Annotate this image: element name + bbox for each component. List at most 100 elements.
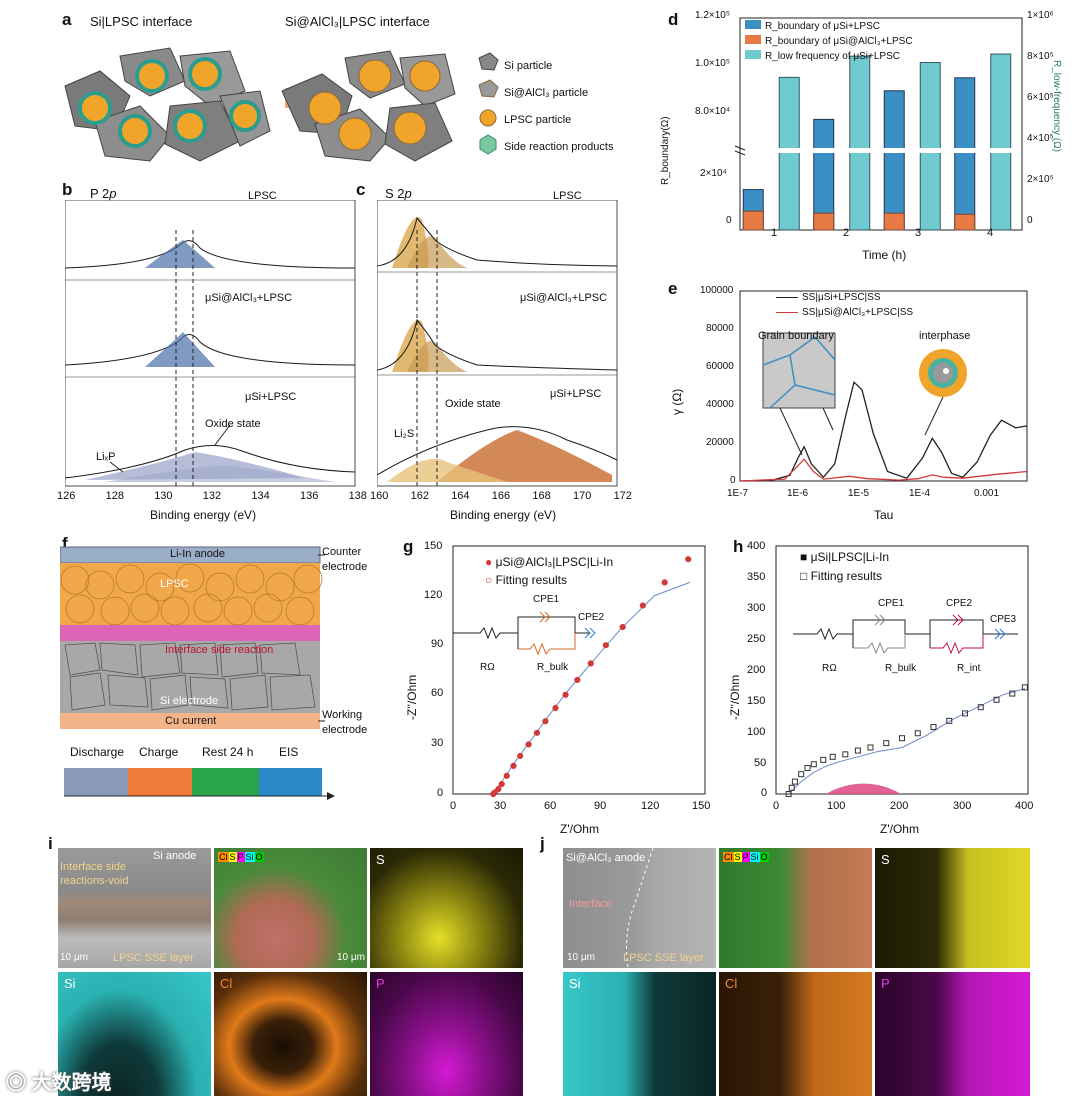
circuit-h-cpe3: CPE3 [990,614,1017,625]
eds-i-scale: 10 μm [337,952,365,963]
data-point [829,753,836,760]
panel-d-ytick-right: 4×10⁵ [1027,133,1054,144]
panel-e-inset-arrow-2 [822,407,834,431]
panel-label-a: a [62,10,72,29]
circuit-g-romega: RΩ [480,662,495,673]
panel-b-xlabel: Binding energy (eV) [150,508,257,522]
panel-h-xtick: 200 [890,800,909,812]
map-i-label-si: Si [64,976,76,991]
map-j-label-p: P [881,976,890,991]
eds-map-j-cl: Cl [719,972,872,1096]
panel-a-legend-icons [478,52,499,155]
data-point [587,660,594,667]
working-electrode-label: Working electrode [322,709,368,736]
legend-side-reaction: Side reaction products [504,141,614,153]
panel-d-ytick-left: 1.0×10⁵ [695,58,731,69]
map-i-label-s: S [376,852,385,867]
panel-g-xtick: 30 [494,800,507,812]
rest-block [192,768,259,796]
panel-d-xtick: 3 [915,227,922,239]
data-point [810,761,817,768]
circuit-h [793,619,1018,641]
panel-e-inset-label-interphase: interphase [919,330,971,342]
panel-c-plot [377,200,618,487]
panel-e-ytick: 0 [730,475,736,486]
panel-g-xtick: 120 [641,800,660,812]
panel-e-ytick: 40000 [706,399,734,410]
panel-b-xticks: 126 128 130 132 134 136 138 [57,490,367,502]
panel-c-xtick: 166 [491,490,511,502]
map-i-label-cl: Cl [220,976,233,991]
panel-e-ylabel: γ (Ω) [670,388,684,415]
layer-side-reaction: Interface side reaction [165,644,274,656]
panel-c-fit-1 [377,216,618,267]
panel-c-title: S 2p [385,186,412,201]
cu-current-layer [60,713,320,729]
bar-rboundary-si-alcl3 [883,212,905,231]
panel-h-ytick: 300 [747,602,766,614]
interphase-highlight-icon [943,368,949,374]
panel-d-frame [739,17,1023,231]
eds-map-j-p: P [875,972,1030,1096]
panel-e-ytick: 100000 [700,285,734,296]
panel-e-inset-arrow-3 [924,396,944,436]
legend-swatch-icon [745,20,761,29]
panel-g-xtick: 60 [544,800,557,812]
panel-g-xtick: 90 [594,800,607,812]
panel-e-xtick: 0.001 [974,488,1000,499]
map-j-label-cl: Cl [725,976,738,991]
panel-a-right-title: Si@AlCl₃|LPSC interface [285,14,430,29]
cpe2-g-icon [584,627,596,639]
panel-d-ytick-right: 6×10⁵ [1027,92,1054,103]
panel-d-ytick-left: 8.0×10⁴ [695,106,731,117]
overlay-key-j: Cl S P Si O [723,852,769,862]
data-point [552,704,559,712]
panel-c-xtick: 162 [410,490,429,502]
panel-d-ytick-left: 1.2×10⁵ [695,10,731,21]
step-rest: Rest 24 h [202,745,254,759]
cell-schematic [60,546,325,729]
panel-e-inset-label-grain: Grain boundary [758,330,834,342]
cpe3-h-icon [994,628,1006,640]
panel-g-ytick: 90 [431,638,444,650]
panel-h-legend-1: ■ μSi|LPSC|Li-In [800,550,890,564]
panel-d-ytick-left: 2×10⁴ [700,168,727,179]
data-point [517,752,524,760]
panel-e-xtick: 1E-4 [909,488,931,499]
panel-h-ytick: 200 [747,664,766,676]
bar-rlow-frequency [778,76,800,231]
panel-b-trace-lpsc: LPSC [248,190,277,202]
si-alcl3-cluster [281,50,456,162]
layer-lpsc: LPSC [160,578,189,590]
panel-c-trace-si: μSi+LPSC [550,388,602,400]
interphase-core-icon [933,363,953,383]
panel-h-ytick: 50 [754,757,767,769]
panel-h-legend-2: □ Fitting results [800,569,882,583]
bar-rlow-frequency [990,53,1012,231]
circuit-g-rbulk: R_bulk [537,662,569,673]
data-point [533,729,541,736]
panel-d-ytick-right: 2×10⁵ [1027,174,1054,185]
legend-si-particle: Si particle [504,60,553,72]
data-point [525,741,532,748]
circuit-h-rint [930,634,984,655]
sem-j-si-anode: Si@AlCl₃ anode [566,852,646,864]
counter-electrode-label: Counter electrode [322,546,368,573]
data-point [542,718,549,725]
panel-b-trace-si: μSi+LPSC [245,391,297,403]
panel-b-arrow-lixp [109,461,124,473]
map-j-label-s: S [881,852,890,867]
panel-c-fit-2 [377,318,618,371]
watermark-logo-icon: ◎ [6,1072,32,1094]
map-j-label-si: Si [569,976,581,991]
panel-g-chart [452,545,706,798]
bar-rboundary-si [954,77,976,231]
panel-b-fit-3 [65,445,356,479]
data-point [685,556,692,563]
panel-g-legend-1: ● μSi@AlCl₃|LPSC|Li-In [485,555,614,569]
data-point [661,579,668,586]
panel-d-ytick-right: 0 [1027,215,1033,226]
bar-rboundary-si-alcl3 [954,213,976,231]
panel-g-xlabel: Z'/Ohm [560,822,599,836]
fit-line [788,688,1026,795]
